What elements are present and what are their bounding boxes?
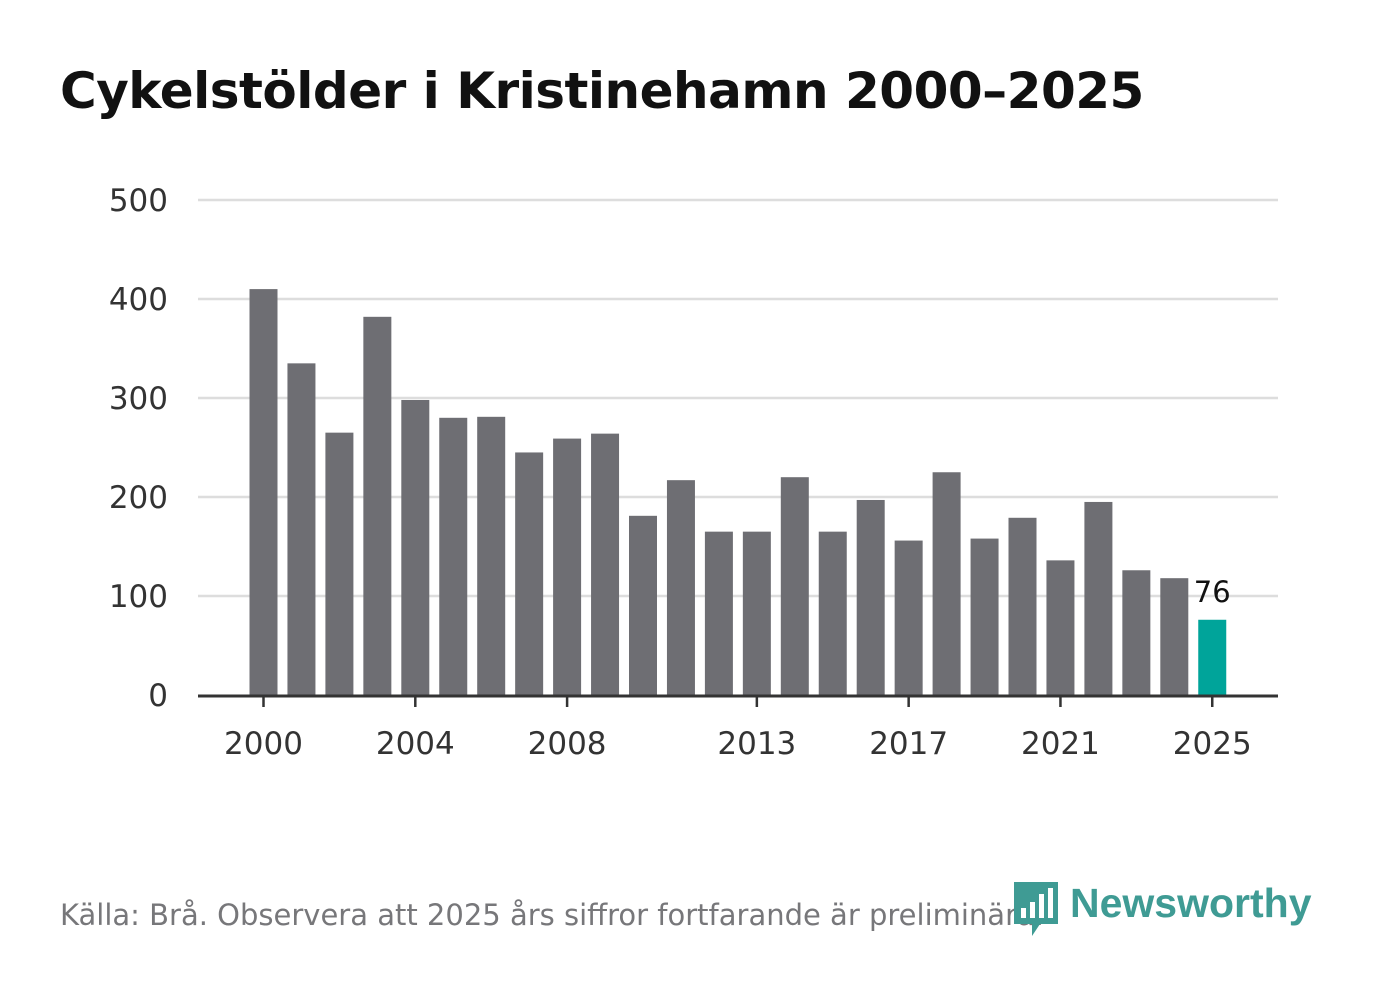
bar: [666, 480, 695, 695]
bar: [363, 316, 392, 695]
x-tick-label: 2000: [224, 726, 303, 762]
data-label: 76: [1194, 575, 1231, 609]
newsworthy-logo: Newsworthy: [1010, 878, 1312, 940]
gridlines: [198, 198, 1278, 598]
y-tick-label: 200: [109, 480, 168, 516]
bar: [1160, 578, 1189, 695]
bar: [704, 531, 733, 695]
y-tick-label: 400: [109, 282, 168, 318]
bar: [1008, 517, 1037, 695]
y-axis-ticks: 0 100 200 300 400 500: [109, 183, 168, 714]
bar: [856, 499, 885, 695]
x-tick-label: 2021: [1021, 726, 1100, 762]
newsworthy-logo-text: Newsworthy: [1070, 880, 1312, 926]
x-axis: 2000 2004 2008 2013 2017 2021 2025: [198, 694, 1278, 762]
bar: [894, 540, 923, 695]
bar: [325, 432, 354, 695]
y-tick-label: 0: [148, 678, 168, 714]
source-note: Källa: Brå. Observera att 2025 års siffr…: [60, 898, 1044, 932]
bar: [780, 477, 809, 695]
bar: [932, 472, 961, 695]
x-tick-label: 2017: [869, 726, 948, 762]
bar: [439, 417, 468, 695]
y-tick-label: 100: [109, 579, 168, 615]
bars: [249, 289, 1227, 695]
bar: [287, 363, 316, 695]
bar: [970, 538, 999, 695]
bar: [515, 452, 544, 695]
bar: [1084, 501, 1113, 695]
bar: [1122, 570, 1151, 695]
x-tick-label: 2013: [717, 726, 796, 762]
bar: [249, 289, 278, 695]
y-tick-label: 300: [109, 381, 168, 417]
bar: [401, 399, 430, 695]
bar: [553, 438, 582, 695]
data-labels: 76: [1194, 575, 1231, 609]
chart-title: Cykelstölder i Kristinehamn 2000–2025: [60, 62, 1144, 120]
bar: [1046, 560, 1075, 695]
x-tick-label: 2025: [1173, 726, 1252, 762]
bar: [818, 531, 847, 695]
x-tick-label: 2004: [376, 726, 455, 762]
bar-highlight: [1198, 619, 1227, 695]
newsworthy-logo-icon: [1014, 882, 1058, 936]
bar-chart: 0 100 200 300 400 500 2000 2004 2008 2013 2017 202…: [109, 183, 1278, 762]
bar: [629, 515, 657, 695]
y-tick-label: 500: [109, 183, 168, 219]
x-tick-label: 2008: [528, 726, 607, 762]
bar: [742, 531, 771, 695]
bar: [477, 416, 506, 695]
bar: [591, 433, 620, 695]
